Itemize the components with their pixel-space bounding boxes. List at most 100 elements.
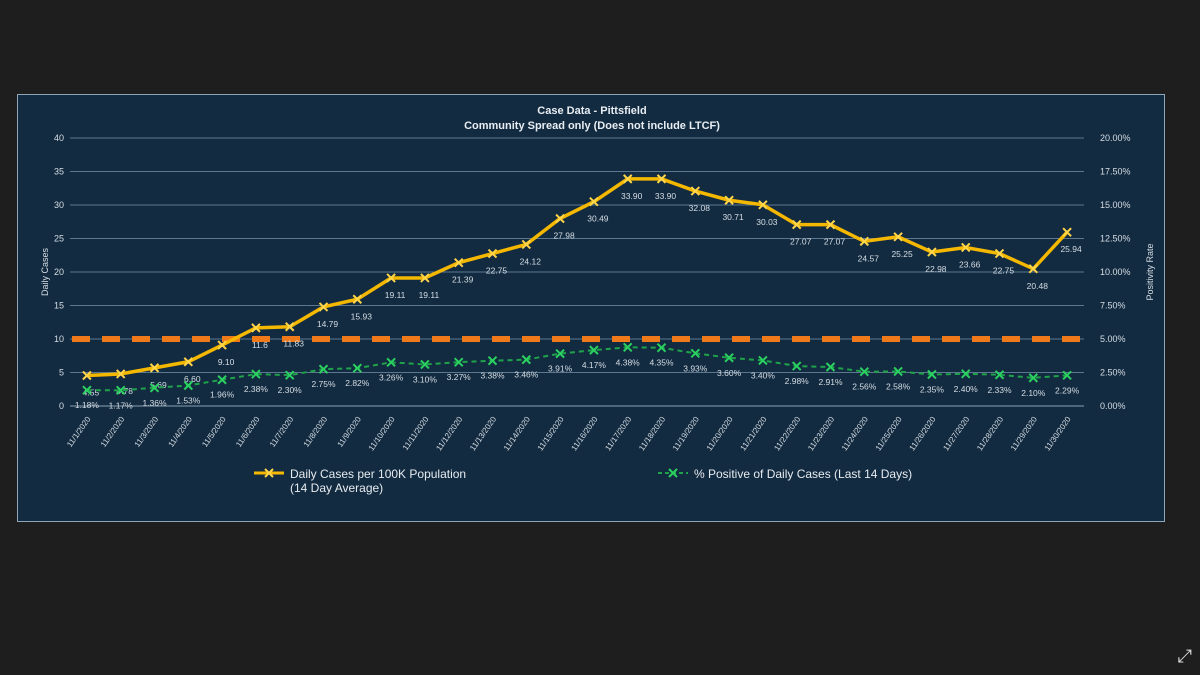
legend-swatch-daily-cases xyxy=(254,468,284,478)
positivity-data-label: 1.36% xyxy=(142,398,167,408)
daily-cases-data-label: 22.98 xyxy=(925,264,947,274)
positivity-marker xyxy=(453,357,464,367)
x-tick-label: 11/4/2020 xyxy=(166,415,194,449)
daily-cases-marker xyxy=(284,322,295,332)
daily-cases-marker xyxy=(217,340,227,350)
positivity-data-label: 2.82% xyxy=(345,378,370,388)
positivity-marker xyxy=(859,366,870,377)
positivity-marker xyxy=(994,370,1005,380)
x-tick-label: 11/29/2020 xyxy=(1009,415,1039,453)
positivity-data-label: 1.96% xyxy=(210,390,235,400)
y-tick-label: 10 xyxy=(54,334,64,344)
positivity-data-label: 1.18% xyxy=(75,400,100,410)
daily-cases-marker xyxy=(893,232,903,242)
positivity-data-label: 2.38% xyxy=(244,384,269,394)
daily-cases-marker xyxy=(859,236,870,247)
expand-icon[interactable]: ⤢ xyxy=(1177,646,1192,666)
x-tick-label: 11/2/2020 xyxy=(99,415,127,449)
daily-cases-data-label: 20.48 xyxy=(1027,281,1049,291)
positivity-data-label: 2.40% xyxy=(954,384,979,394)
positivity-marker xyxy=(487,356,498,366)
daily-cases-marker xyxy=(555,213,565,224)
daily-cases-marker xyxy=(927,247,937,257)
x-tick-label: 11/13/2020 xyxy=(468,415,498,453)
x-tick-label: 11/24/2020 xyxy=(840,415,870,453)
daily-cases-marker xyxy=(149,363,160,373)
x-tick-label: 11/25/2020 xyxy=(874,415,904,453)
positivity-data-label: 3.60% xyxy=(717,368,742,378)
positivity-data-label: 2.35% xyxy=(920,385,945,395)
positivity-data-label: 2.58% xyxy=(886,381,911,391)
daily-cases-marker xyxy=(758,200,768,210)
positivity-marker xyxy=(893,366,903,377)
daily-cases-data-label: 11.6 xyxy=(252,340,268,350)
positivity-marker xyxy=(690,348,701,359)
daily-cases-data-label: 11.83 xyxy=(283,339,304,349)
daily-cases-data-label: 27.07 xyxy=(790,237,812,247)
legend-swatch-positivity xyxy=(658,468,688,478)
y-tick-label: 40 xyxy=(54,133,64,143)
daily-cases-marker xyxy=(521,239,532,250)
positivity-marker xyxy=(758,355,768,366)
positivity-data-label: 3.38% xyxy=(480,371,505,381)
positivity-data-label: 2.56% xyxy=(852,382,877,392)
daily-cases-marker xyxy=(791,219,802,230)
positivity-marker xyxy=(521,354,532,365)
daily-cases-data-label: 6.60 xyxy=(184,374,201,384)
positivity-data-label: 4.35% xyxy=(649,358,674,368)
x-tick-label: 11/15/2020 xyxy=(536,415,566,453)
positivity-data-label: 4.17% xyxy=(582,360,607,370)
x-tick-label: 11/5/2020 xyxy=(200,415,228,449)
y-tick-label: 5 xyxy=(59,368,64,378)
x-tick-label: 11/28/2020 xyxy=(975,415,1005,453)
daily-cases-marker xyxy=(453,257,464,268)
x-tick-label: 11/26/2020 xyxy=(908,415,938,453)
positivity-marker xyxy=(555,348,565,359)
y2-tick-label: 17.50% xyxy=(1100,167,1131,177)
y2-tick-label: 7.50% xyxy=(1100,301,1126,311)
daily-cases-marker xyxy=(960,242,971,253)
y2-tick-label: 12.50% xyxy=(1100,234,1131,244)
positivity-marker xyxy=(82,385,92,395)
daily-cases-marker xyxy=(994,248,1005,259)
positivity-data-label: 3.27% xyxy=(447,372,472,382)
y-tick-label: 35 xyxy=(54,167,64,177)
positivity-marker xyxy=(825,362,836,372)
daily-cases-marker xyxy=(251,323,261,333)
positivity-marker xyxy=(183,380,194,391)
x-tick-label: 11/23/2020 xyxy=(806,415,836,453)
positivity-data-label: 2.29% xyxy=(1055,385,1080,395)
x-tick-label: 11/14/2020 xyxy=(502,415,532,453)
positivity-data-label: 3.91% xyxy=(548,364,573,374)
x-tick-label: 11/19/2020 xyxy=(671,415,701,453)
y-axis-title: Daily Cases xyxy=(40,247,50,296)
x-tick-label: 11/27/2020 xyxy=(941,415,971,453)
positivity-marker xyxy=(656,343,667,353)
positivity-marker xyxy=(420,359,430,370)
y2-tick-label: 2.50% xyxy=(1100,368,1126,378)
x-tick-label: 11/3/2020 xyxy=(133,415,161,449)
daily-cases-marker xyxy=(1028,264,1039,274)
daily-cases-marker xyxy=(589,197,599,207)
y2-tick-label: 15.00% xyxy=(1100,200,1131,210)
daily-cases-data-label: 15.93 xyxy=(351,311,373,321)
positivity-marker xyxy=(622,342,633,353)
x-tick-label: 11/18/2020 xyxy=(637,415,667,453)
x-tick-label: 11/10/2020 xyxy=(367,415,397,453)
daily-cases-data-label: 30.71 xyxy=(722,212,744,222)
daily-cases-data-label: 21.39 xyxy=(452,275,474,285)
x-tick-label: 11/16/2020 xyxy=(570,415,600,453)
y2-tick-label: 0.00% xyxy=(1100,401,1126,411)
daily-cases-marker xyxy=(386,273,396,283)
daily-cases-marker xyxy=(1062,227,1072,237)
legend-label-positivity: % Positive of Daily Cases (Last 14 Days) xyxy=(694,467,913,481)
positivity-marker xyxy=(251,369,261,379)
positivity-marker xyxy=(284,370,295,380)
positivity-marker xyxy=(791,361,802,371)
positivity-data-label: 3.26% xyxy=(379,372,404,382)
y2-axis-title: Positivity Rate xyxy=(1145,243,1155,300)
positivity-marker xyxy=(149,383,160,393)
y-tick-label: 15 xyxy=(54,301,64,311)
x-tick-label: 11/1/2020 xyxy=(65,415,93,449)
positivity-marker xyxy=(1028,373,1039,383)
